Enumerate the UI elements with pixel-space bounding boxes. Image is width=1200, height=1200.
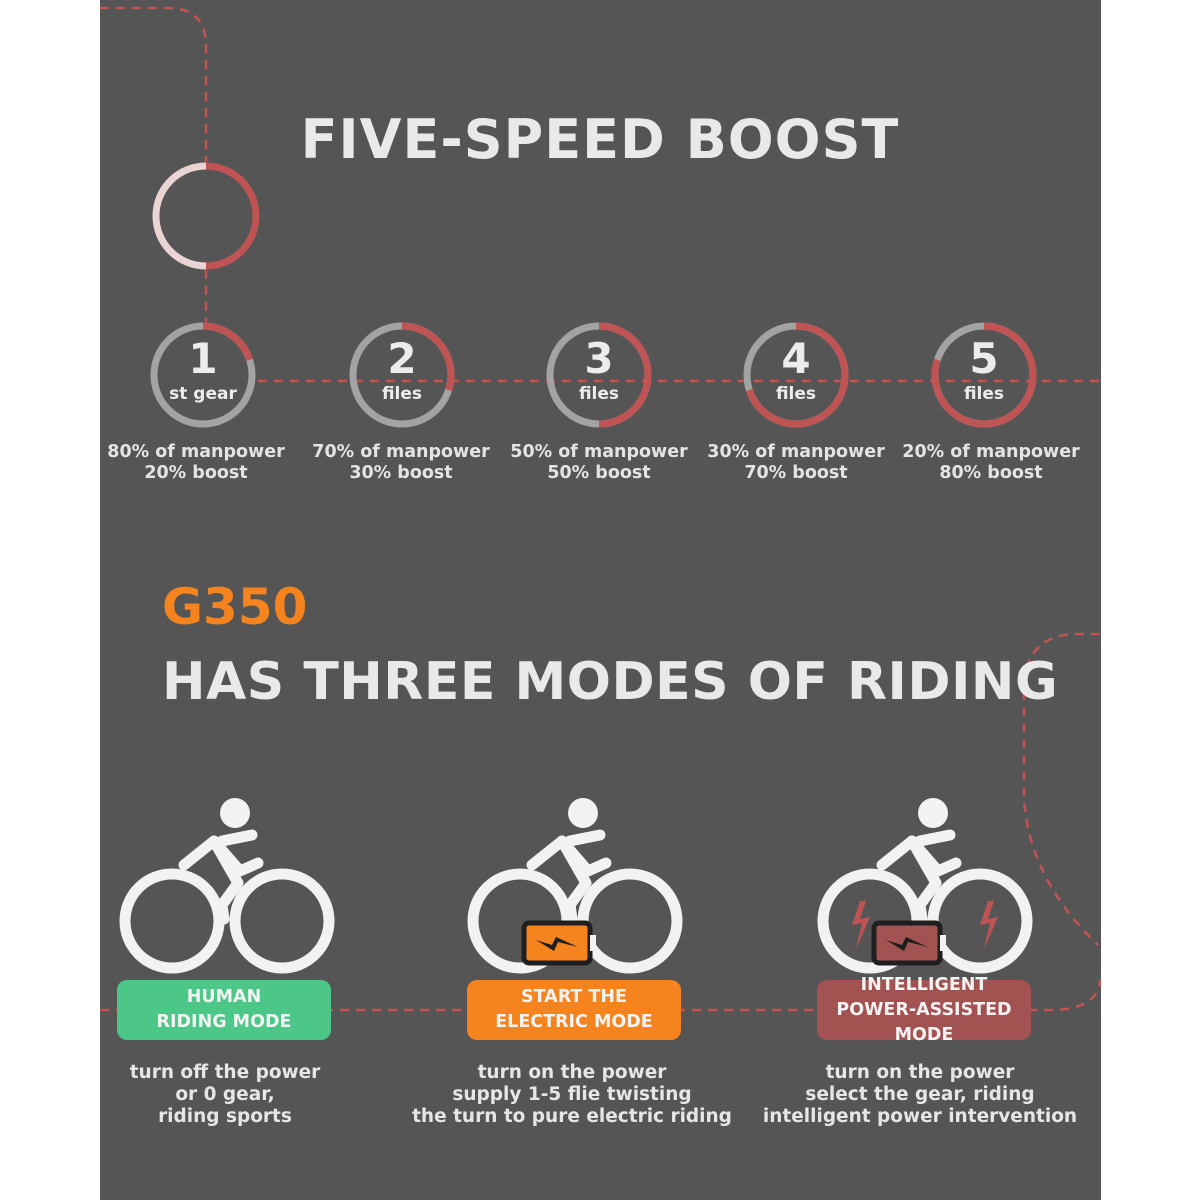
description-line: turn off the power: [129, 1062, 321, 1083]
gear-number: 1: [188, 334, 218, 383]
gear-1-description: 80% of manpower 20% boost: [101, 442, 291, 484]
gear-number: 5: [969, 334, 999, 383]
mode-human-riding-badge: HUMAN RIDING MODE: [117, 980, 331, 1040]
manpower-text: 80% of manpower: [107, 442, 285, 462]
mode-label-line2: POWER-ASSISTED MODE: [836, 999, 1012, 1045]
gear-5-dial: 5 files: [931, 322, 1037, 428]
description-line: turn on the power: [825, 1062, 1015, 1083]
description-line: supply 1-5 flie twisting: [452, 1084, 692, 1105]
gear-4-description: 30% of manpower 70% boost: [701, 442, 891, 484]
boost-text: 20% boost: [144, 463, 248, 483]
gear-2-dial: 2 files: [349, 322, 455, 428]
manpower-text: 30% of manpower: [707, 442, 885, 462]
boost-text: 30% boost: [349, 463, 453, 483]
mode-label-line2: RIDING MODE: [156, 1012, 292, 1032]
description-line: the turn to pure electric riding: [412, 1106, 732, 1127]
gear-label: files: [963, 384, 1005, 404]
gear-5-description: 20% of manpower 80% boost: [896, 442, 1086, 484]
page-title: FIVE-SPEED BOOST: [300, 108, 900, 171]
gear-label: files: [578, 384, 620, 404]
battery-icon: [871, 920, 946, 966]
brand-title: G350: [162, 578, 308, 636]
gear-number: 2: [387, 334, 417, 383]
manpower-text: 50% of manpower: [510, 442, 688, 462]
gear-2-description: 70% of manpower 30% boost: [306, 442, 496, 484]
mode-power-assisted-badge: INTELLIGENT POWER-ASSISTED MODE: [817, 975, 1031, 1045]
mode-label-line1: START THE: [521, 987, 627, 1007]
boost-text: 70% boost: [744, 463, 848, 483]
description-line: select the gear, riding: [805, 1084, 1035, 1105]
mode-label-line1: INTELLIGENT: [860, 974, 988, 995]
description-line: or 0 gear,: [175, 1084, 275, 1105]
gear-label: files: [775, 384, 817, 404]
mode-electric-description: turn on the power supply 1-5 flie twisti…: [412, 1062, 732, 1128]
gear-label: st gear: [169, 384, 237, 404]
mode-human-description: turn off the power or 0 gear, riding spo…: [65, 1062, 385, 1128]
section-heading: HAS THREE MODES OF RIDING: [162, 652, 1059, 712]
mode-power-assisted-description: turn on the power select the gear, ridin…: [760, 1062, 1080, 1128]
bicycle-rider-icon: [119, 798, 335, 974]
description-line: riding sports: [158, 1106, 292, 1127]
gear-label: files: [381, 384, 423, 404]
description-line: turn on the power: [477, 1062, 667, 1083]
gear-3-dial: 3 files: [546, 322, 652, 428]
top-ring-icon: [152, 162, 260, 270]
lightning-icon: [852, 901, 998, 949]
manpower-text: 70% of manpower: [312, 442, 490, 462]
gear-4-dial: 4 files: [743, 322, 849, 428]
mode-electric-badge: START THE ELECTRIC MODE: [467, 980, 681, 1040]
bicycle-rider-icon: [817, 798, 1033, 974]
battery-icon: [521, 920, 596, 966]
boost-text: 50% boost: [547, 463, 651, 483]
boost-text: 80% boost: [939, 463, 1043, 483]
gear-number: 3: [584, 334, 614, 383]
mode-label-line2: ELECTRIC MODE: [495, 1012, 653, 1032]
manpower-text: 20% of manpower: [902, 442, 1080, 462]
mode-label-line1: HUMAN: [186, 987, 262, 1007]
description-line: intelligent power intervention: [762, 1106, 1078, 1127]
gear-1-dial: 1 st gear: [150, 322, 256, 428]
gear-3-description: 50% of manpower 50% boost: [504, 442, 694, 484]
gear-number: 4: [781, 334, 811, 383]
bicycle-rider-icon: [467, 798, 683, 974]
